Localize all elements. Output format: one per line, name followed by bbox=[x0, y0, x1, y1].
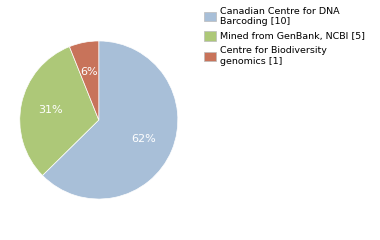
Text: 6%: 6% bbox=[81, 67, 98, 77]
Wedge shape bbox=[70, 41, 99, 120]
Wedge shape bbox=[20, 47, 99, 175]
Text: 62%: 62% bbox=[131, 134, 157, 144]
Text: 31%: 31% bbox=[38, 105, 63, 115]
Wedge shape bbox=[43, 41, 178, 199]
Legend: Canadian Centre for DNA
Barcoding [10], Mined from GenBank, NCBI [5], Centre for: Canadian Centre for DNA Barcoding [10], … bbox=[202, 5, 367, 68]
